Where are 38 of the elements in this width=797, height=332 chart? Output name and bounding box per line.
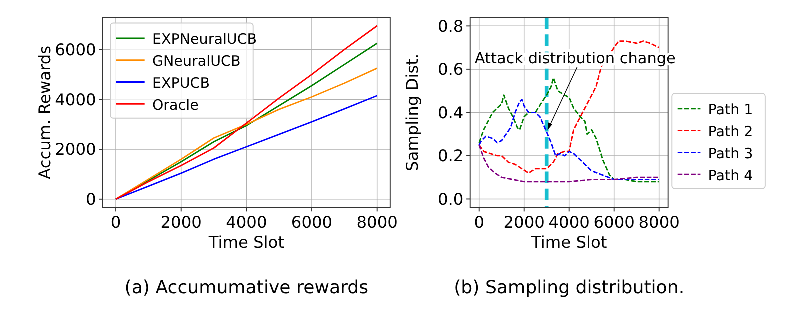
x-tick-label: 4000	[548, 212, 590, 232]
y-tick-label: 0.8	[438, 16, 464, 36]
y-tick-label: 0.2	[438, 146, 464, 166]
legend-label: Path 1	[708, 102, 754, 119]
x-tick-label: 0	[110, 212, 122, 232]
line-series	[115, 68, 378, 200]
y-axis-title: Sampling Dist.	[403, 54, 422, 172]
legend-label: Path 3	[708, 146, 754, 162]
x-tick-label: 4000	[226, 212, 268, 232]
y-tick-label: 2000	[55, 140, 96, 160]
line-series	[115, 95, 378, 200]
y-tick-label: 0.0	[438, 190, 464, 209]
x-axis-title: Time Slot	[530, 232, 608, 252]
legend-label: Path 2	[708, 124, 754, 140]
line-series	[478, 99, 660, 180]
x-axis-title: Time Slot	[208, 232, 285, 252]
x-tick-label: 8000	[638, 212, 680, 232]
text: (a) Accumumative rewards	[124, 278, 369, 299]
line-series	[478, 144, 660, 183]
legend-label: EXPNeuralUCB	[152, 32, 258, 48]
text: (b) Sampling distribution.	[454, 278, 685, 299]
legend-label: Oracle	[152, 98, 200, 114]
y-tick-label: 0.6	[438, 60, 464, 80]
y-tick-label: 0	[86, 190, 96, 210]
legend-label: GNeuralUCB	[152, 54, 241, 70]
line-series	[478, 77, 660, 183]
x-tick-label: 0	[474, 212, 485, 232]
y-tick-label: 4000	[55, 90, 96, 110]
y-axis-title: Accum. Rewards	[36, 46, 55, 180]
legend-label: EXPUCB	[152, 76, 210, 92]
y-tick-label: 0.4	[438, 103, 464, 122]
y-tick-label: 6000	[55, 40, 96, 60]
x-tick-label: 8000	[356, 212, 398, 232]
x-tick-label: 2000	[504, 212, 545, 232]
x-tick-label: 6000	[594, 212, 635, 232]
x-tick-label: 6000	[291, 212, 333, 232]
legend-label: Path 4	[708, 168, 754, 184]
x-tick-label: 2000	[160, 212, 202, 232]
